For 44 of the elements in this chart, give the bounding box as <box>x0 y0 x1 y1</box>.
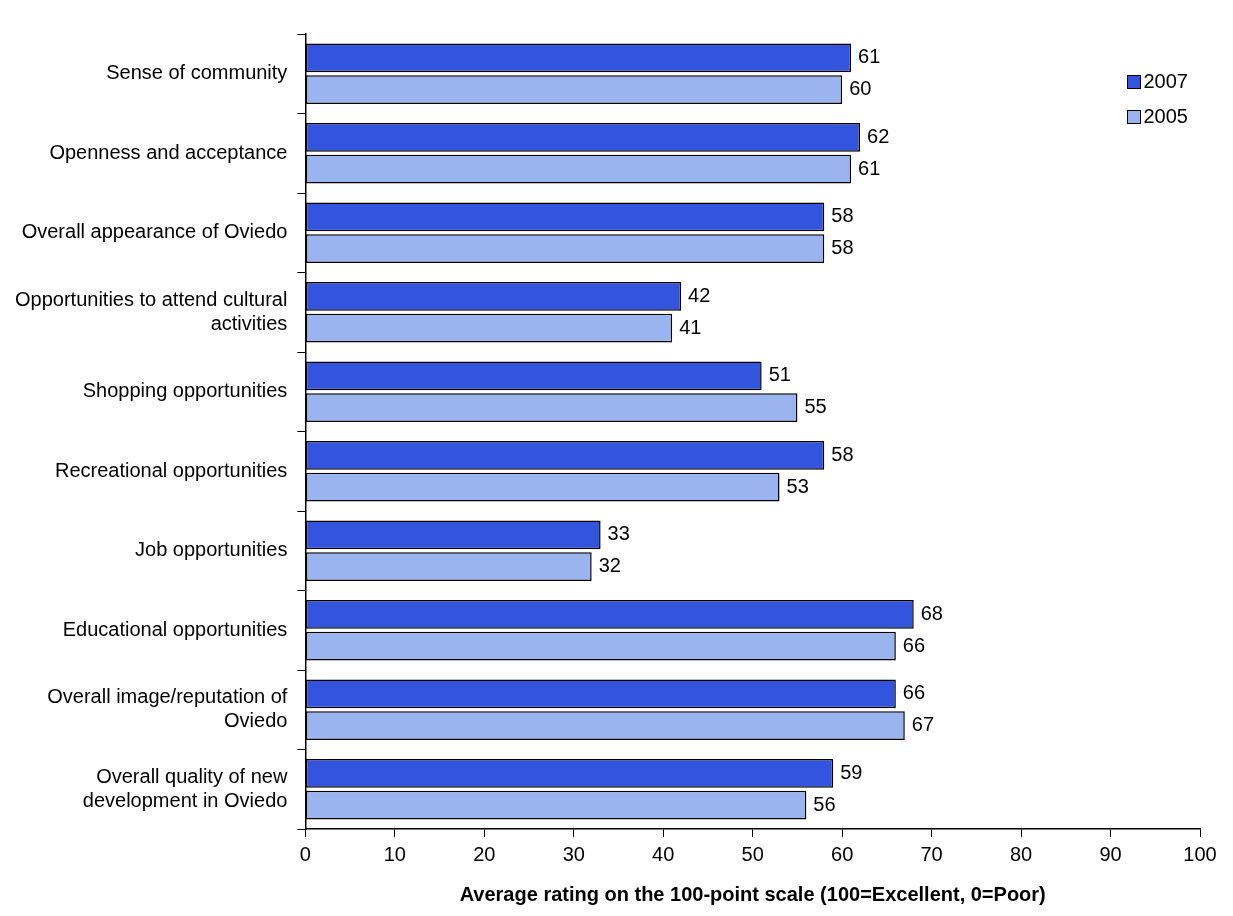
data-label: 41 <box>679 315 702 338</box>
data-label: 32 <box>598 554 621 577</box>
x-tick-label: 40 <box>652 842 675 865</box>
data-label: 55 <box>804 395 827 418</box>
data-label: 61 <box>858 45 881 68</box>
x-tick-label: 10 <box>383 842 406 865</box>
data-label: 53 <box>786 474 809 497</box>
data-label: 60 <box>849 77 872 100</box>
x-axis-title: Average rating on the 100-point scale (100=Excellent, 0=Poor) <box>459 882 1046 905</box>
legend-label: 2007 <box>1143 70 1188 93</box>
data-label: 33 <box>607 522 630 545</box>
data-label: 62 <box>867 124 890 147</box>
data-label: 58 <box>831 204 854 227</box>
x-tick-label: 70 <box>920 842 943 865</box>
y-tick-label: Opportunities to attend cultural activities <box>14 287 288 334</box>
data-label: 42 <box>688 283 711 306</box>
y-tick-label: Job opportunities <box>135 538 288 561</box>
x-tick-label: 100 <box>1183 842 1217 865</box>
x-tick-label: 30 <box>562 842 585 865</box>
x-tick-label: 50 <box>741 842 764 865</box>
x-tick-label: 20 <box>473 842 496 865</box>
data-label: 61 <box>858 156 881 179</box>
y-tick-label: Recreational opportunities <box>55 458 288 481</box>
data-label: 58 <box>831 442 854 465</box>
y-tick-label: Sense of community <box>106 61 288 84</box>
y-tick-label: Overall image/reputation of Oviedo <box>47 685 288 732</box>
data-label: 67 <box>911 713 935 736</box>
x-tick-label: 0 <box>299 842 311 865</box>
x-tick-label: 60 <box>831 842 854 865</box>
y-tick-label: Overall appearance of Oviedo <box>21 220 288 243</box>
data-label: 66 <box>902 633 926 656</box>
data-label: 66 <box>902 681 926 704</box>
y-tick-label: Openness and acceptance <box>49 140 288 163</box>
data-label: 68 <box>920 601 943 624</box>
y-tick-label: Overall quality of new development in Oviedo <box>82 764 288 811</box>
y-tick-label: Educational opportunities <box>62 617 288 640</box>
legend-label: 2005 <box>1143 105 1188 128</box>
x-tick-label: 80 <box>1009 842 1033 865</box>
x-tick-label: 90 <box>1099 842 1122 865</box>
data-label: 58 <box>831 236 854 259</box>
y-tick-label: Shopping opportunities <box>82 379 288 402</box>
data-label: 56 <box>813 792 836 815</box>
data-label: 51 <box>768 363 791 386</box>
data-label: 59 <box>840 760 863 783</box>
